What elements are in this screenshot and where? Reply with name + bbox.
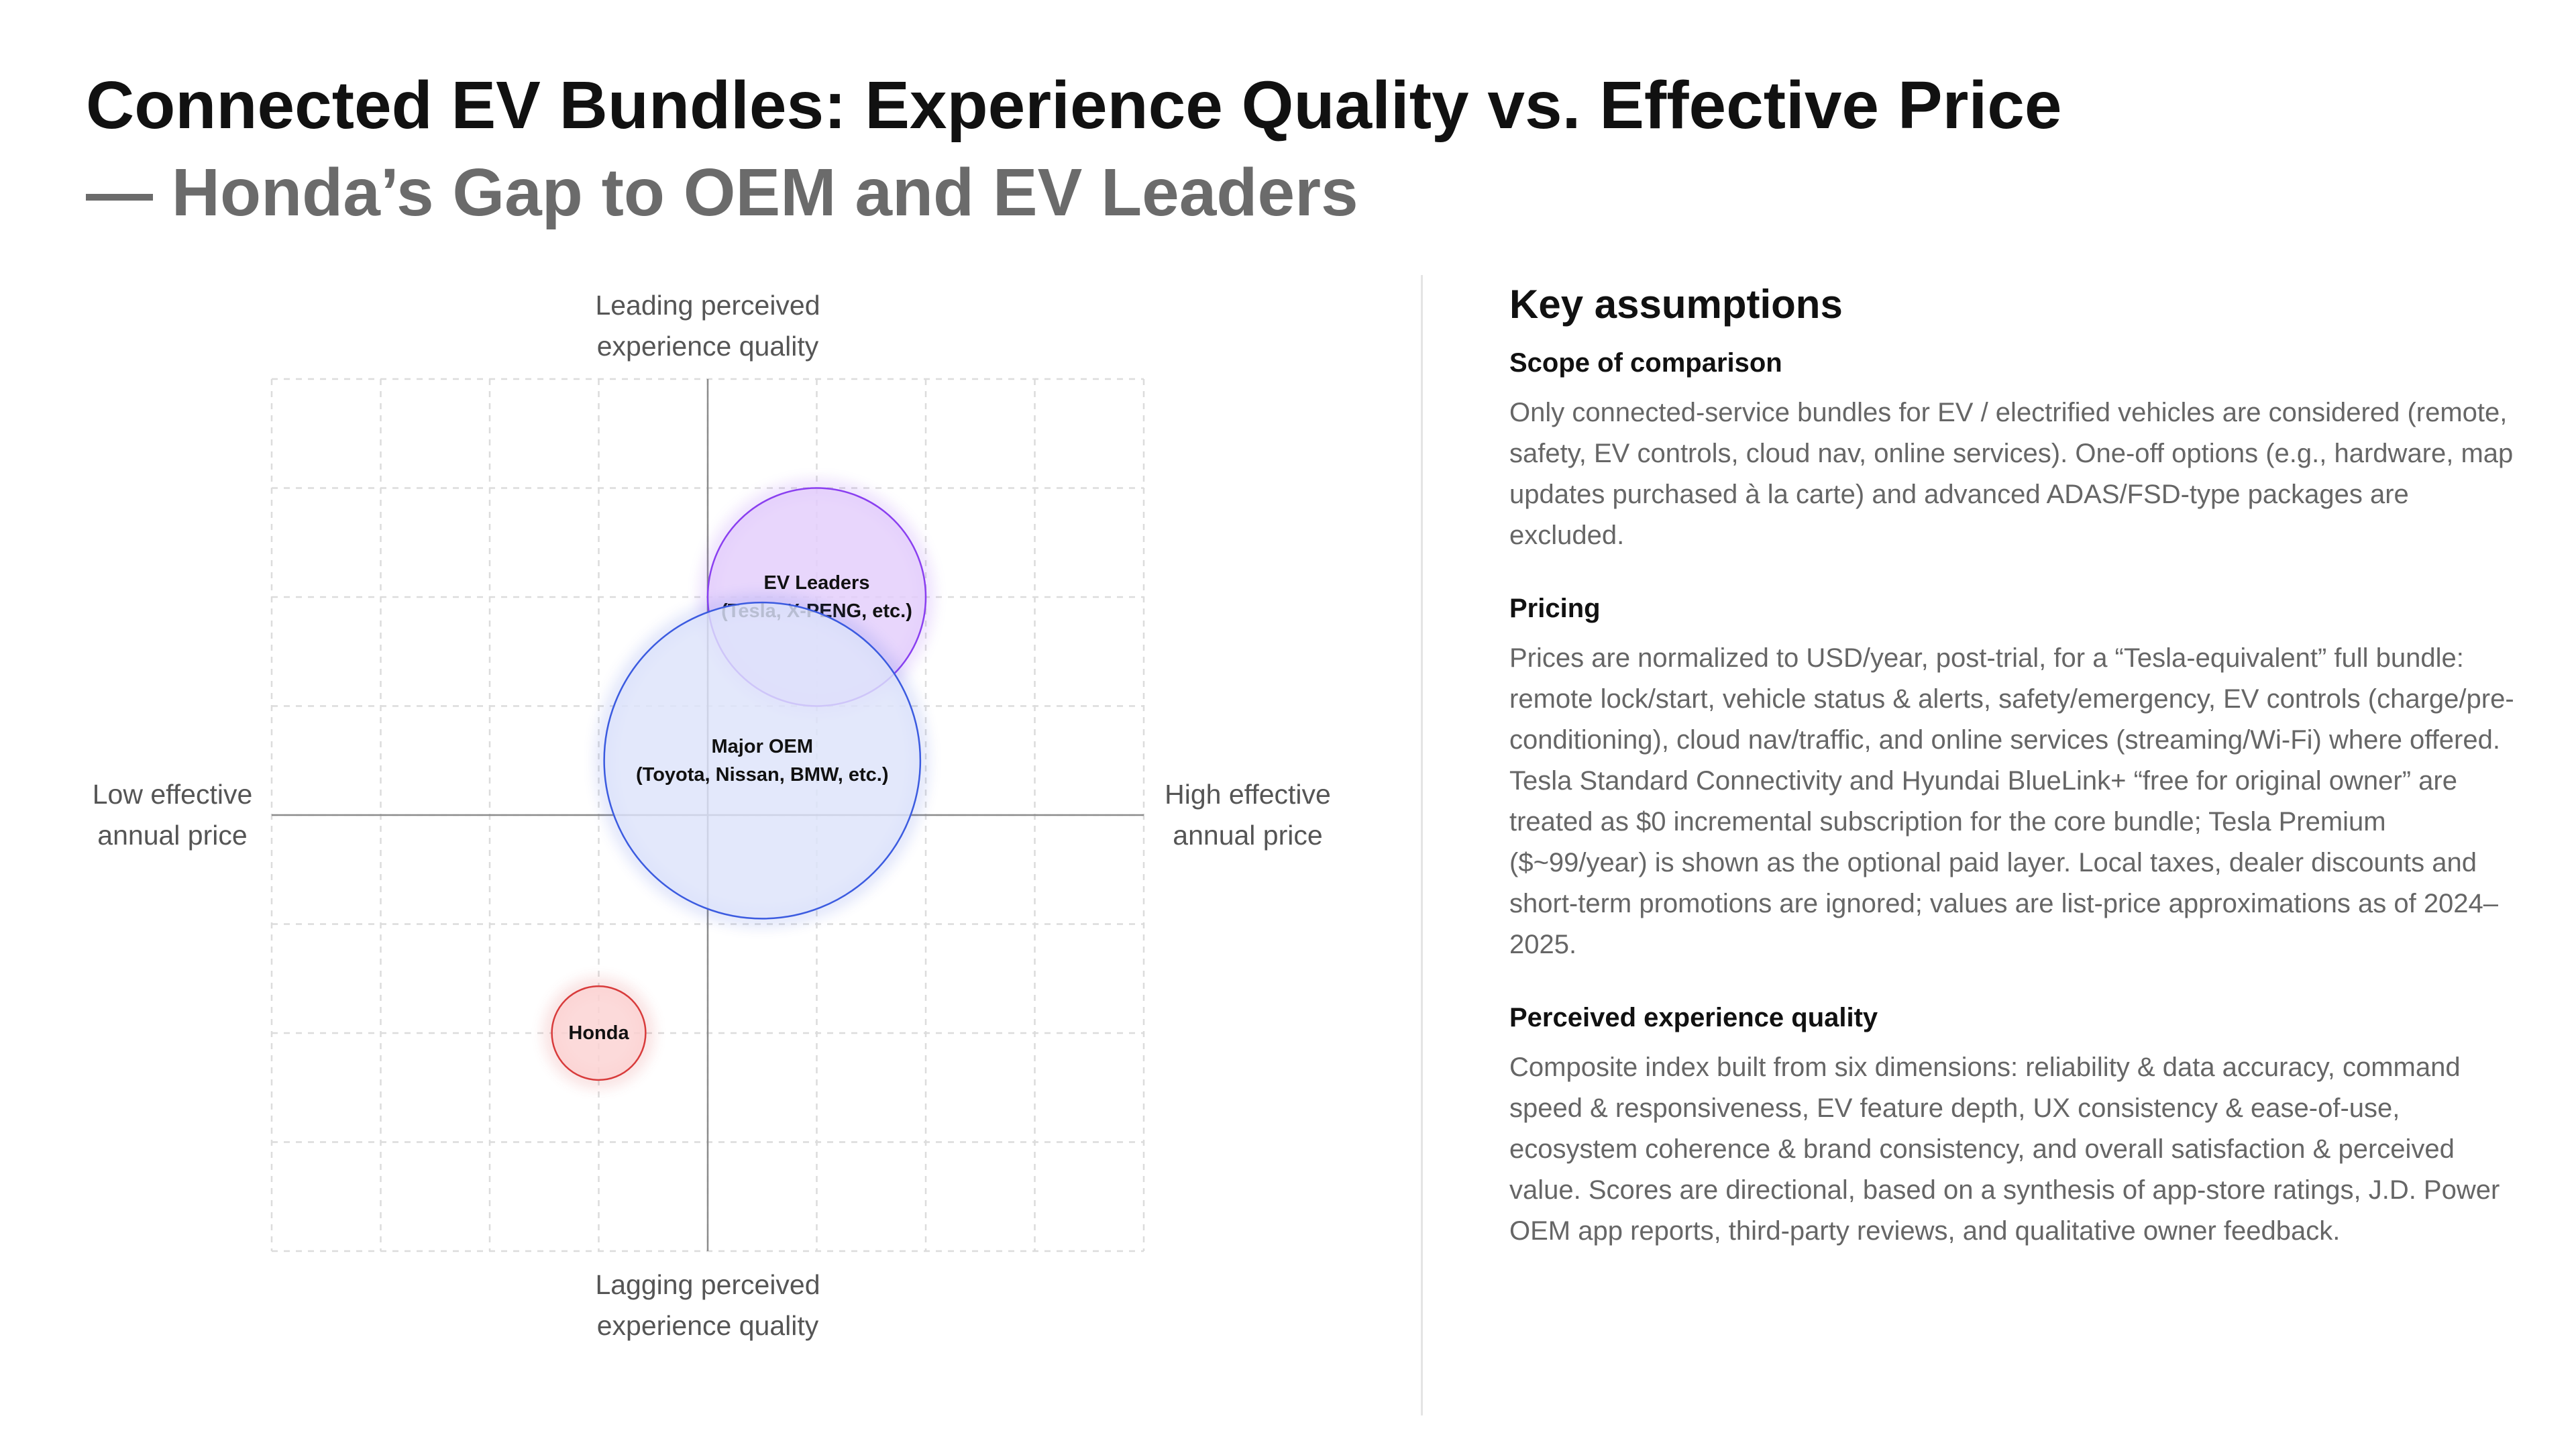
assumptions-heading: Key assumptions xyxy=(1509,282,1843,327)
bubble-2: Honda xyxy=(547,981,651,1085)
quadrant-label-bottom: Lagging perceived xyxy=(595,1269,820,1300)
assumptions-panel: Key assumptions Scope of comparison Only… xyxy=(1509,278,2516,1284)
section-body: Composite index built from six dimension… xyxy=(1509,1053,2500,1246)
quadrant-label-right: annual price xyxy=(1173,820,1322,851)
quadrant-label-left: annual price xyxy=(97,820,247,851)
section-heading: Scope of comparison xyxy=(1509,348,1782,378)
assumption-section-scope: Scope of comparison Only connected-servi… xyxy=(1509,343,2516,556)
page-title: Connected EV Bundles: Experience Quality… xyxy=(86,68,2062,143)
page-subtitle: — Honda’s Gap to OEM and EV Leaders xyxy=(86,155,1358,230)
chart-axis-labels: Leading perceived experience quality Laggi… xyxy=(93,290,1331,1341)
bubble-1: Major OEM (Toyota, Nissan, BMW, etc.) xyxy=(599,598,925,924)
section-heading: Pricing xyxy=(1509,594,1601,623)
quadrant-label-top: experience quality xyxy=(597,331,819,362)
bubble-chart: EV Leaders(Tesla, X-PENG, etc.)Major OEM… xyxy=(93,290,1331,1341)
assumption-section-pricing: Pricing Prices are normalized to USD/yea… xyxy=(1509,588,2516,965)
section-body: Prices are normalized to USD/year, post-… xyxy=(1509,643,2514,959)
bubble-label: (Toyota, Nissan, BMW, etc.) xyxy=(636,764,889,786)
section-heading: Perceived experience quality xyxy=(1509,1003,1878,1032)
bubble-label: EV Leaders xyxy=(764,572,870,594)
quadrant-label-bottom: experience quality xyxy=(597,1310,819,1341)
quadrant-label-right: High effective xyxy=(1165,779,1331,810)
bubble-label: Major OEM xyxy=(712,736,813,757)
panel-divider xyxy=(1421,275,1423,1415)
assumption-section-quality: Perceived experience quality Composite i… xyxy=(1509,998,2516,1252)
bubble-circle xyxy=(551,985,647,1081)
section-body: Only connected-service bundles for EV / … xyxy=(1509,398,2514,550)
bubble-label: Honda xyxy=(568,1022,629,1044)
chart-bubbles: EV Leaders(Tesla, X-PENG, etc.)Major OEM… xyxy=(547,483,930,1085)
quadrant-label-top: Leading perceived xyxy=(595,290,820,321)
bubble-circle xyxy=(603,601,922,920)
quadrant-label-left: Low effective xyxy=(93,779,253,810)
